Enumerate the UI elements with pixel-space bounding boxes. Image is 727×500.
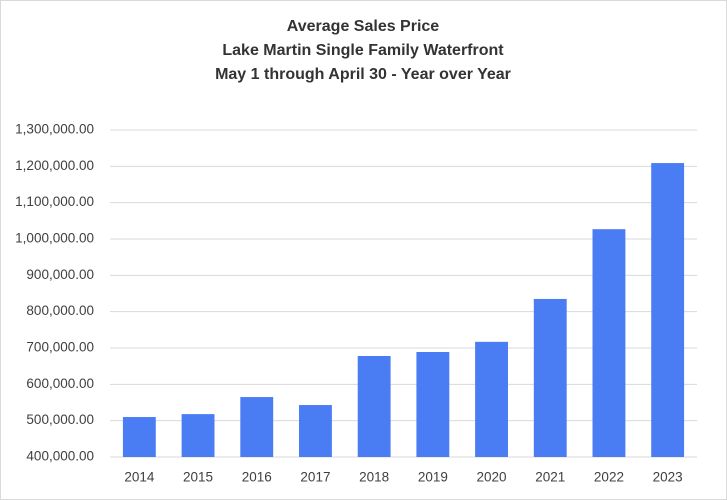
x-tick-label: 2017 [300, 470, 330, 485]
x-tick-label: 2022 [594, 470, 624, 485]
y-tick-label: 700,000.00 [26, 340, 94, 355]
bar [592, 229, 626, 457]
x-tick-label: 2014 [124, 470, 155, 485]
x-tick-label: 2016 [242, 470, 272, 485]
y-tick-label: 500,000.00 [26, 412, 94, 427]
y-tick-label: 800,000.00 [26, 303, 94, 318]
x-tick-label: 2015 [183, 470, 213, 485]
y-tick-label: 400,000.00 [26, 449, 94, 464]
x-tick-label: 2021 [535, 470, 565, 485]
bar [240, 397, 274, 457]
y-tick-label: 1,100,000.00 [15, 194, 94, 209]
bar [181, 414, 215, 457]
y-tick-label: 600,000.00 [26, 376, 94, 391]
x-tick-label: 2023 [653, 470, 683, 485]
bar [533, 298, 567, 457]
y-tick-label: 1,300,000.00 [15, 122, 94, 137]
x-tick-label: 2019 [418, 470, 448, 485]
bar [299, 405, 332, 457]
chart-title: Average Sales Price [287, 18, 440, 35]
bar [651, 163, 685, 457]
bar [416, 351, 450, 457]
x-tick-label: 2018 [359, 470, 389, 485]
bar [357, 355, 391, 457]
chart-title: Lake Martin Single Family Waterfront [222, 42, 504, 59]
x-tick-label: 2020 [477, 470, 507, 485]
y-tick-label: 1,000,000.00 [15, 231, 94, 246]
bar [475, 341, 508, 457]
y-tick-label: 900,000.00 [26, 267, 94, 282]
bar [122, 417, 156, 457]
y-tick-label: 1,200,000.00 [15, 158, 94, 173]
chart-title: May 1 through April 30 - Year over Year [215, 66, 511, 83]
